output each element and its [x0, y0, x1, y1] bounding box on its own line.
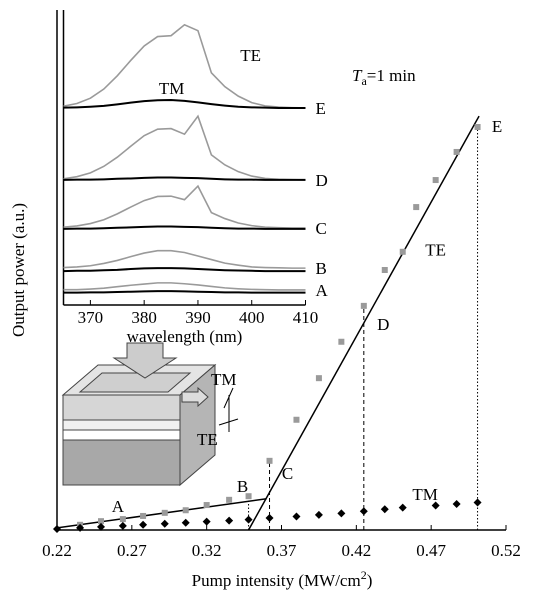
tm-point	[76, 523, 85, 532]
x-tick-label: 0.27	[117, 541, 147, 560]
inset-x-tick-label: 400	[239, 308, 265, 327]
x-tick-label: 0.22	[42, 541, 72, 560]
x-tick-label: 0.32	[192, 541, 222, 560]
inset-x-tick-label: 390	[185, 308, 211, 327]
annotation: C	[282, 464, 293, 483]
curve-label: E	[316, 99, 326, 118]
te-point	[98, 518, 105, 525]
curve-label: A	[316, 281, 329, 300]
tm-point	[314, 510, 323, 519]
condition-symbol: T	[352, 66, 363, 85]
te-point	[293, 416, 300, 423]
device-schematic: TM TE	[61, 342, 239, 487]
spectrum	[63, 225, 306, 230]
substrate	[62, 439, 181, 486]
spectrum	[63, 98, 306, 109]
condition-label: Ta=1 min	[352, 66, 416, 88]
annotation: TE	[425, 241, 446, 260]
spectrum	[63, 184, 306, 229]
condition-rest: =1 min	[367, 66, 416, 85]
inset-x-tick-label: 370	[78, 308, 104, 327]
inset-annotation: TE	[240, 46, 261, 65]
spectrum	[63, 114, 306, 181]
layer	[62, 429, 181, 441]
annotation: B	[237, 477, 248, 496]
curve-label: B	[316, 259, 327, 278]
inset-x-tick-label: 410	[293, 308, 319, 327]
te-point	[203, 502, 210, 509]
x-tick-label: 0.47	[416, 541, 446, 560]
inset-background	[63, 10, 336, 305]
tm-point	[118, 521, 127, 530]
tm-point	[97, 522, 106, 531]
annotation: A	[112, 497, 125, 516]
ridge	[78, 372, 192, 393]
tm-point	[181, 518, 190, 527]
annotation: D	[377, 315, 389, 334]
te-point	[182, 507, 189, 514]
spectrum	[63, 176, 306, 181]
te-point	[119, 516, 126, 523]
layer	[62, 394, 181, 421]
schematic-label: TM	[211, 370, 237, 389]
x-tick-label: 0.37	[267, 541, 297, 560]
y-axis-label: Output power (a.u.)	[9, 203, 28, 337]
tm-point	[452, 500, 461, 508]
tm-point	[337, 509, 346, 518]
condition-sub: a	[361, 74, 367, 88]
tm-point	[244, 515, 253, 524]
te-point	[140, 512, 147, 519]
te-point	[266, 457, 273, 464]
curve-label: C	[316, 219, 327, 238]
annotation: E	[492, 117, 502, 136]
spectrum	[63, 290, 306, 294]
tm-point	[292, 512, 301, 521]
te-point	[432, 177, 439, 184]
x-tick-label: 0.42	[341, 541, 371, 560]
inset-annotation: TM	[159, 79, 185, 98]
x-axis-label: Pump intensity (MW/cm2)	[192, 568, 373, 590]
tm-point	[265, 514, 274, 523]
x-axis-label-end: )	[367, 571, 373, 590]
x-axis-label-text: Pump intensity (MW/cm	[192, 571, 361, 590]
spectrum	[63, 23, 306, 109]
tm-point	[431, 501, 440, 510]
tm-point	[473, 498, 482, 507]
tm-point	[359, 507, 368, 516]
te-point	[245, 493, 252, 500]
inset-x-tick-label: 380	[131, 308, 157, 327]
tm-point	[380, 505, 389, 514]
tm-point	[160, 519, 169, 528]
output-arrow	[181, 386, 209, 408]
tm-point	[202, 517, 211, 526]
layer	[62, 419, 181, 431]
spectrum	[63, 282, 306, 291]
tm-point	[398, 503, 407, 512]
x-tick-label: 0.52	[491, 541, 521, 560]
te-point	[453, 148, 460, 155]
te-point	[381, 267, 388, 273]
te-point	[161, 509, 168, 516]
x-axis-label-sup: 2	[361, 568, 367, 582]
schematic-label: TE	[197, 430, 218, 449]
te-point	[360, 302, 367, 309]
tm-point	[225, 516, 234, 525]
te-point	[413, 204, 420, 211]
inset-x-axis-label: wavelength (nm)	[127, 327, 243, 346]
pump-arrow	[112, 342, 178, 379]
te-point	[399, 248, 406, 255]
te-point	[226, 496, 233, 503]
tm-point	[53, 524, 61, 533]
tm-point	[139, 520, 148, 529]
te-point	[338, 338, 345, 345]
te-point	[315, 375, 322, 382]
te-point	[474, 124, 481, 130]
spectrum	[63, 249, 306, 269]
curve-label: D	[316, 171, 328, 190]
annotation: TM	[412, 485, 438, 504]
spectrum	[63, 267, 306, 273]
